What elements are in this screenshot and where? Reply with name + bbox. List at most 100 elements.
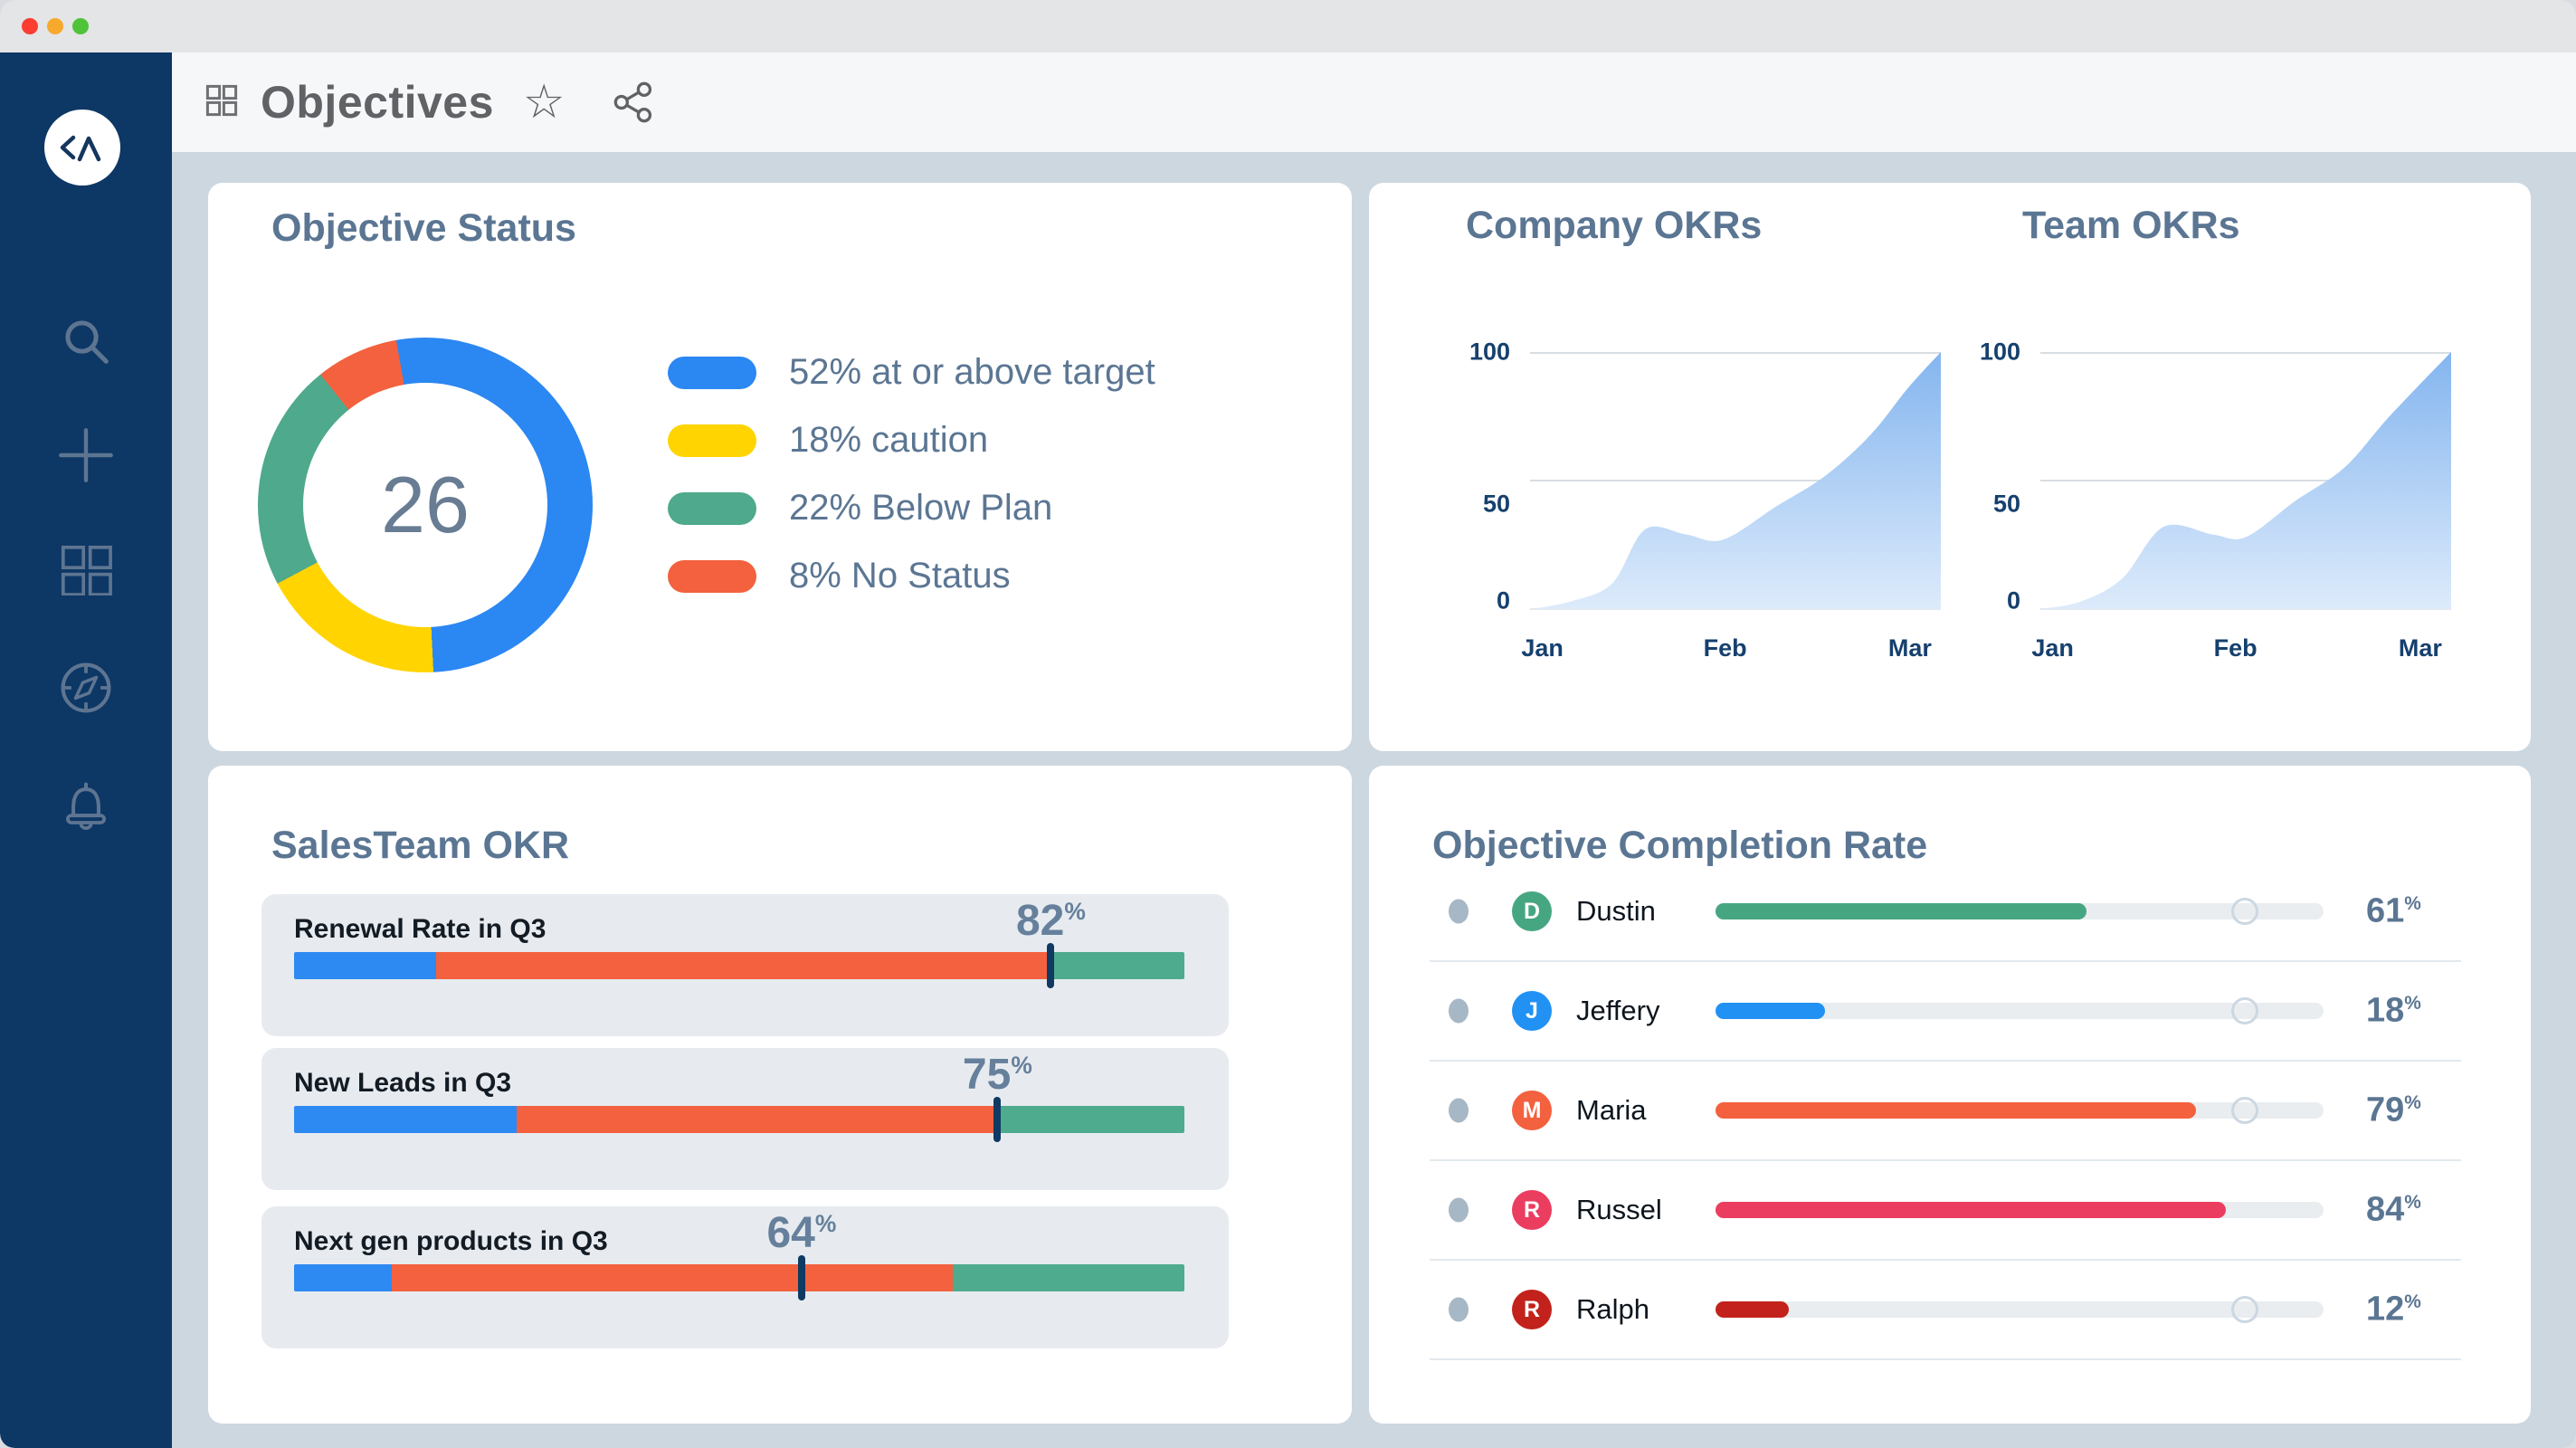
completion-value-number: 79	[2366, 1091, 2405, 1129]
chart-gridline	[2040, 352, 2451, 354]
completion-row[interactable]: J Jeffery 18%	[1430, 962, 2461, 1062]
sidebar-item-explore[interactable]	[0, 643, 172, 733]
okr-bar-segment	[294, 1264, 393, 1291]
star-icon: ☆	[522, 76, 566, 129]
progress-fill	[1716, 903, 2086, 919]
chart-baseline	[2040, 608, 2451, 610]
y-axis-tick: 50	[1482, 490, 1510, 518]
sidebar-item-notifications[interactable]	[0, 760, 172, 851]
person-name: Ralph	[1576, 1293, 1649, 1325]
legend-label: 8% No Status	[789, 556, 1011, 595]
completion-value: 61%	[2366, 892, 2421, 931]
progress-fill	[1716, 1301, 1789, 1318]
y-axis-tick: 0	[1496, 586, 1510, 614]
card-title: SalesTeam OKR	[271, 824, 570, 867]
dashboard-content: Objective Status 26 52% at or above targ…	[172, 152, 2576, 1448]
completion-value: 84%	[2366, 1191, 2421, 1230]
sidebar-item-add[interactable]	[0, 410, 172, 500]
share-icon	[613, 81, 651, 123]
plus-icon	[59, 428, 113, 482]
legend-swatch	[668, 356, 756, 389]
okr-bar-item[interactable]: New Leads in Q3 75%	[261, 1048, 1229, 1190]
okr-stacked-bar	[294, 1106, 1184, 1133]
completion-row[interactable]: M Maria 79%	[1430, 1062, 2461, 1161]
okr-bar-value: 75%	[963, 1050, 1032, 1100]
x-axis-tick: Jan	[2031, 634, 2074, 662]
objective-count: 26	[381, 460, 470, 549]
y-axis-tick: 100	[1469, 338, 1510, 366]
avatar: M	[1512, 1091, 1552, 1130]
card-title: Company OKRs	[1466, 204, 1763, 247]
workspace-grid-icon[interactable]	[205, 84, 238, 121]
page-title: Objectives	[261, 77, 494, 128]
bullet-dot-icon	[1449, 1297, 1469, 1322]
zoom-button[interactable]	[72, 18, 89, 34]
okr-bar-segment	[436, 952, 1051, 979]
favorite-button[interactable]: ☆	[523, 79, 566, 126]
share-button[interactable]	[613, 81, 656, 124]
okr-bar-label: Renewal Rate in Q3	[294, 914, 547, 944]
legend-item: 8% No Status	[668, 542, 1155, 610]
y-axis-tick: 100	[1979, 338, 2020, 366]
okr-bar-label: Next gen products in Q3	[294, 1226, 608, 1256]
percent-sign: %	[2404, 1291, 2421, 1312]
okr-bar-segment	[1050, 952, 1184, 979]
percent-sign: %	[2404, 1091, 2421, 1113]
okr-bar-value: 64%	[766, 1208, 836, 1258]
close-button[interactable]	[22, 18, 38, 34]
card-completion-rate: Objective Completion Rate D Dustin 61% J Jef…	[1369, 766, 2531, 1424]
progress-track	[1716, 1202, 2324, 1218]
completion-row[interactable]: R Ralph 12%	[1430, 1261, 2461, 1360]
okr-target-marker	[797, 1255, 805, 1300]
legend-label: 18% caution	[789, 420, 989, 460]
avatar: R	[1512, 1290, 1552, 1329]
app-logo[interactable]	[44, 110, 120, 186]
okr-bar-segment	[392, 1264, 954, 1291]
sidebar-item-search[interactable]	[0, 296, 172, 386]
okr-value-number: 75	[962, 1051, 1012, 1099]
bullet-dot-icon	[1449, 998, 1469, 1024]
okr-bar-segment	[997, 1106, 1184, 1133]
y-axis-tick: 0	[2006, 586, 2020, 614]
donut-hole: 26	[303, 383, 547, 627]
completion-rate-list: D Dustin 61% J Jeffery 18% M Maria 79% R Russel 84%…	[1430, 862, 2461, 1360]
okr-bar-segment	[517, 1106, 998, 1133]
okr-target-marker	[1047, 943, 1055, 988]
legend-swatch	[668, 491, 756, 525]
legend-label: 52% at or above target	[789, 352, 1155, 392]
avatar: R	[1512, 1190, 1552, 1230]
chart-gridline	[1530, 480, 1941, 482]
traffic-lights	[22, 18, 89, 34]
okr-bar-value: 82%	[1016, 896, 1086, 946]
x-axis-tick: Mar	[2398, 634, 2442, 662]
completion-value-number: 12	[2366, 1290, 2405, 1329]
window-titlebar[interactable]	[0, 0, 2576, 52]
percent-sign: %	[1064, 898, 1086, 925]
person-name: Jeffery	[1576, 995, 1660, 1026]
minimize-button[interactable]	[47, 18, 63, 34]
progress-fill	[1716, 1003, 1825, 1019]
status-legend: 52% at or above target 18% caution 22% Bel…	[668, 338, 1155, 610]
sidebar-item-apps[interactable]	[0, 525, 172, 615]
legend-swatch	[668, 424, 756, 457]
chart-baseline	[1530, 608, 1941, 610]
logo-mark-icon	[60, 135, 101, 162]
completion-row[interactable]: R Russel 84%	[1430, 1161, 2461, 1261]
okr-stacked-bar	[294, 952, 1184, 979]
search-icon	[65, 320, 109, 364]
card-okr-charts: Company OKRs Team OKRs 100 50 0 Jan Feb Mar 1…	[1369, 183, 2531, 751]
area-series	[2040, 352, 2451, 609]
completion-value-number: 61	[2366, 891, 2405, 930]
progress-track	[1716, 1296, 2324, 1323]
legend-item: 52% at or above target	[668, 338, 1155, 406]
percent-sign: %	[814, 1210, 837, 1237]
bullet-dot-icon	[1449, 899, 1469, 924]
completion-value-number: 18	[2366, 991, 2405, 1030]
bell-icon	[66, 782, 106, 830]
okr-bar-item[interactable]: Next gen products in Q3 64%	[261, 1206, 1229, 1348]
okr-bar-item[interactable]: Renewal Rate in Q3 82%	[261, 894, 1229, 1036]
company-okrs-area-chart: 100 50 0 Jan Feb Mar	[1469, 338, 1941, 662]
percent-sign: %	[2404, 892, 2421, 914]
completion-row[interactable]: D Dustin 61%	[1430, 862, 2461, 962]
x-axis-tick: Mar	[1887, 634, 1932, 662]
